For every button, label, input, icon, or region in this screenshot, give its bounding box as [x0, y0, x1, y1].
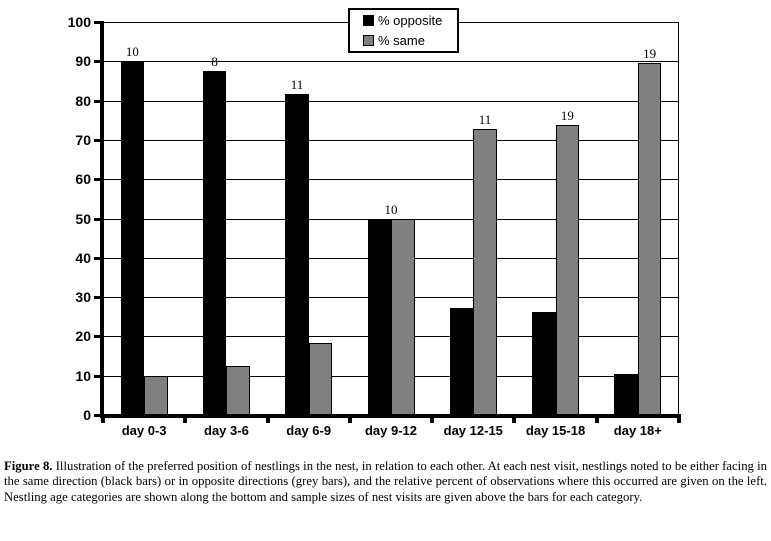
y-tick-mark: [94, 296, 100, 300]
bar-count-label: 10: [384, 201, 398, 217]
x-axis-label: day 6-9: [286, 423, 332, 438]
bar-count-label: 11: [290, 76, 304, 92]
y-axis-label: 90: [75, 53, 91, 70]
bar-opposite: [285, 93, 309, 415]
gridline: [103, 179, 679, 181]
x-tick-mark: [594, 417, 599, 423]
y-axis-label: 20: [75, 328, 91, 345]
bar-same: [391, 218, 415, 415]
caption-text: Illustration of the preferred position o…: [4, 459, 767, 504]
chart-legend: % opposite % same: [348, 8, 459, 53]
gridline: [103, 139, 679, 141]
y-axis-label: 40: [75, 249, 91, 266]
y-tick-mark: [94, 374, 100, 378]
bar-same: [637, 63, 662, 415]
y-axis-label: 10: [75, 367, 91, 384]
bar-count-label: 19: [560, 108, 574, 124]
x-axis-line: [100, 414, 681, 418]
y-axis-label: 60: [75, 171, 91, 188]
y-tick-mark: [94, 414, 100, 417]
bar-same: [555, 125, 580, 415]
x-axis-label: day 3-6: [204, 423, 249, 438]
gridline: [103, 61, 679, 63]
x-tick-mark: [677, 417, 681, 423]
x-axis-label: day 12-15: [443, 423, 503, 438]
y-tick-mark: [94, 138, 100, 142]
y-tick-mark: [94, 335, 100, 339]
y-tick-mark: [94, 60, 100, 64]
caption-figure-number: Figure 8.: [4, 459, 53, 473]
y-axis-label: 100: [67, 14, 91, 30]
y-axis-label: 80: [75, 92, 91, 109]
grey-square-icon: [363, 35, 374, 46]
x-tick-mark: [512, 417, 517, 423]
bar-opposite: [202, 71, 227, 415]
x-tick-mark: [101, 417, 105, 423]
y-tick-mark: [94, 217, 100, 221]
bar-same: [226, 365, 250, 415]
x-tick-mark: [265, 417, 270, 423]
y-tick-mark: [94, 178, 100, 182]
y-axis-label: 70: [75, 131, 91, 148]
x-tick-mark: [183, 417, 188, 423]
plot-right-border: [678, 22, 679, 415]
bar-opposite: [449, 307, 474, 415]
y-tick-mark: [94, 256, 100, 260]
x-axis-label: day 15-18: [525, 423, 586, 438]
y-axis-label: 0: [83, 407, 91, 423]
bar-chart: 0 10 20 30 40 50 60 70 80 90 100 10 day 0-3 8 day 3-6 1…: [67, 14, 681, 438]
y-axis-line: [100, 21, 104, 417]
y-axis-label: 30: [75, 289, 91, 306]
bar-count-label: 8: [211, 54, 218, 70]
x-axis-label: day 9-12: [364, 423, 417, 438]
bar-opposite: [614, 373, 638, 415]
black-square-icon: [363, 15, 374, 26]
bar-opposite: [367, 218, 391, 415]
legend-item-opposite: % opposite: [363, 13, 457, 28]
x-axis-label: day 0-3: [121, 423, 167, 438]
figure-caption: Figure 8. Illustration of the preferred …: [4, 459, 767, 505]
bar-opposite: [120, 61, 145, 415]
legend-label-opposite: % opposite: [378, 13, 443, 28]
x-axis-label: day 18+: [613, 423, 662, 438]
x-tick-mark: [347, 417, 352, 423]
legend-label-same: % same: [378, 33, 425, 48]
bar-same: [144, 375, 168, 415]
bar-count-label: 19: [643, 46, 657, 62]
legend-item-same: % same: [363, 33, 457, 48]
bar-opposite: [532, 311, 556, 415]
bar-same: [308, 343, 333, 415]
bar-count-label: 10: [125, 44, 139, 60]
bar-count-label: 11: [478, 112, 492, 128]
y-tick-mark: [94, 21, 100, 24]
gridline: [103, 100, 679, 102]
x-tick-mark: [430, 417, 435, 423]
y-axis-label: 50: [75, 210, 91, 227]
bar-same: [473, 129, 497, 415]
y-tick-mark: [94, 99, 100, 103]
